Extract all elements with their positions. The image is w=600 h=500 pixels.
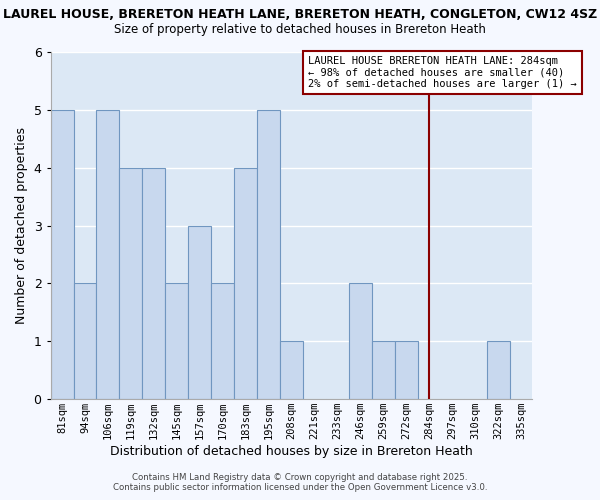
Text: Size of property relative to detached houses in Brereton Heath: Size of property relative to detached ho… [114,22,486,36]
Bar [372,341,395,398]
Bar [487,341,509,398]
X-axis label: Distribution of detached houses by size in Brereton Heath: Distribution of detached houses by size … [110,444,473,458]
Bar [211,284,234,399]
Bar [188,226,211,398]
Bar [74,284,97,399]
Bar [166,284,188,399]
Text: Contains HM Land Registry data © Crown copyright and database right 2025.
Contai: Contains HM Land Registry data © Crown c… [113,473,487,492]
Text: LAUREL HOUSE, BRERETON HEATH LANE, BRERETON HEATH, CONGLETON, CW12 4SZ: LAUREL HOUSE, BRERETON HEATH LANE, BRERE… [3,8,597,20]
Bar [257,110,280,399]
Bar [142,168,166,398]
Bar [234,168,257,398]
Bar [119,168,142,398]
Bar [280,341,303,398]
Y-axis label: Number of detached properties: Number of detached properties [15,127,28,324]
Bar [97,110,119,399]
Bar [349,284,372,399]
Bar [395,341,418,398]
Bar [50,110,74,399]
Text: LAUREL HOUSE BRERETON HEATH LANE: 284sqm
← 98% of detached houses are smaller (4: LAUREL HOUSE BRERETON HEATH LANE: 284sqm… [308,56,577,89]
